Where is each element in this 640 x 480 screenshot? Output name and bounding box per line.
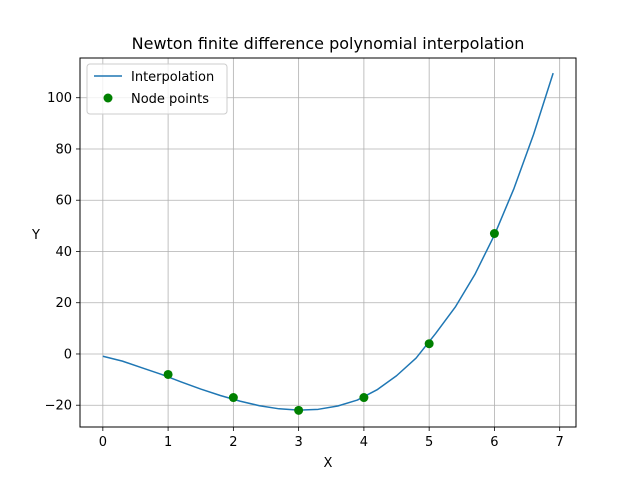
node-point — [163, 369, 173, 379]
x-tick-label: 7 — [556, 435, 564, 450]
x-axis-label: X — [324, 456, 333, 471]
scatter-points — [163, 229, 499, 415]
chart-title: Newton finite difference polynomial inte… — [132, 34, 525, 53]
plot-area — [102, 72, 554, 411]
x-tick-label: 5 — [425, 435, 433, 450]
legend-label-node-points: Node points — [131, 92, 209, 107]
y-tick-label: 60 — [55, 194, 72, 209]
x-tick-label: 0 — [99, 435, 107, 450]
grid — [80, 58, 576, 427]
y-tick-label: 100 — [47, 91, 72, 106]
axes-frame — [79, 57, 577, 428]
node-point — [228, 393, 238, 403]
y-tick-label: −20 — [45, 399, 72, 414]
y-tick-label: 0 — [64, 347, 72, 362]
legend: Interpolation Node points — [86, 63, 228, 115]
node-point — [424, 339, 434, 349]
y-tick-label: 20 — [55, 296, 72, 311]
node-point — [489, 229, 499, 239]
x-tick-label: 4 — [360, 435, 368, 450]
legend-point-swatch — [103, 93, 113, 103]
y-tick-label: 40 — [55, 245, 72, 260]
x-tick-label: 6 — [490, 435, 498, 450]
y-axis-label: Y — [31, 228, 40, 243]
x-tick-label: 1 — [164, 435, 172, 450]
x-axis-ticks: 0 1 2 3 4 5 6 7 — [99, 427, 564, 450]
x-tick-label: 3 — [294, 435, 302, 450]
x-tick-label: 2 — [229, 435, 237, 450]
node-point — [294, 405, 304, 415]
legend-label-interpolation: Interpolation — [131, 70, 214, 85]
interpolation-line — [102, 72, 554, 411]
y-axis-ticks: −20 0 20 40 60 80 100 — [45, 91, 80, 414]
y-tick-label: 80 — [55, 142, 72, 157]
node-point — [359, 393, 369, 403]
